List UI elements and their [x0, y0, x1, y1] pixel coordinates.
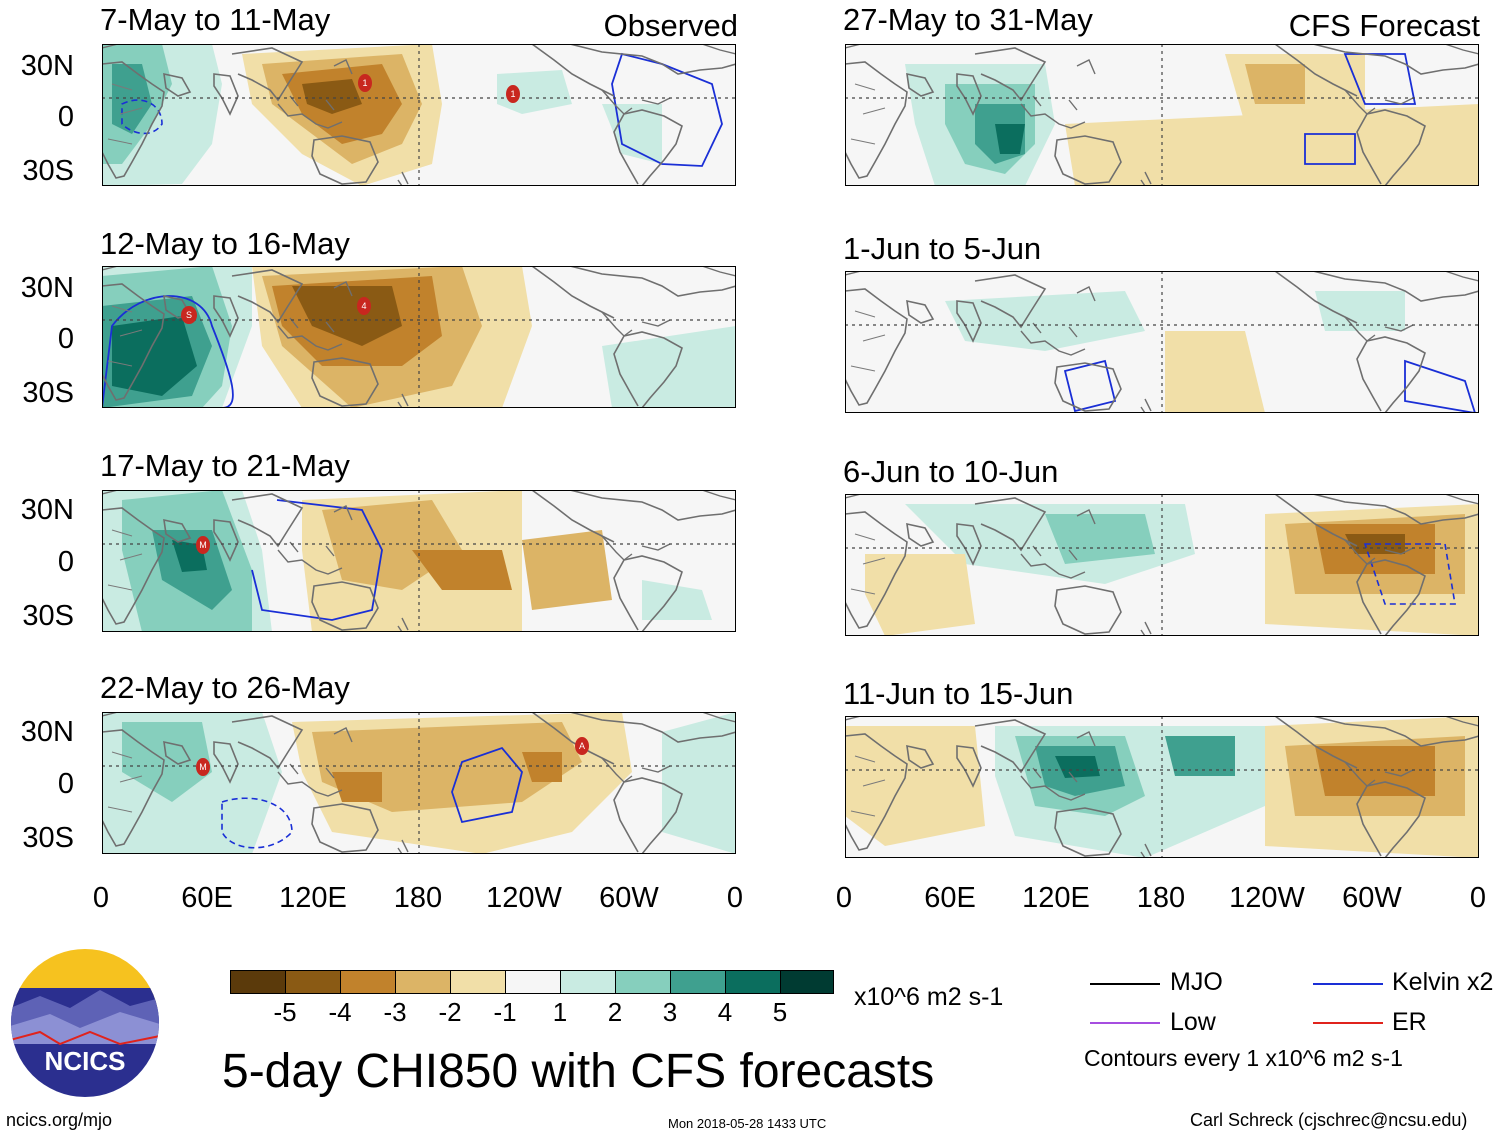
colorbar-cell: [506, 971, 561, 993]
colorbar-cell: [616, 971, 671, 993]
colorbar-cell: [671, 971, 726, 993]
ytick-eq: 0: [57, 768, 74, 800]
colorbar: [230, 970, 834, 994]
colorbar-tick: -3: [383, 997, 407, 1027]
contour-note: Contours every 1 x10^6 m2 s-1: [1084, 1045, 1403, 1071]
footer-author: Carl Schreck (cjschrec@ncsu.edu): [1190, 1110, 1468, 1130]
colorbar-tick: -4: [328, 997, 352, 1027]
legend-label-kelvin: Kelvin x2: [1392, 968, 1494, 996]
colorbar-tick: 1: [552, 997, 568, 1027]
xtick-left-60e: 60E: [181, 882, 233, 914]
map-panel-obs-3: [102, 490, 736, 632]
map-panel-fc-1: [845, 44, 1479, 186]
ncics-logo: NCICS: [11, 949, 159, 1097]
colorbar-cell: [561, 971, 616, 993]
colorbar-cell: [726, 971, 781, 993]
storm-marker: 1: [506, 85, 520, 103]
ytick-30s: 30S: [22, 600, 74, 632]
storm-marker: A: [575, 737, 589, 755]
colorbar-tick: 5: [772, 997, 788, 1027]
ytick-eq: 0: [57, 546, 74, 578]
panel-title-fc-3: 6-Jun to 10-Jun: [843, 454, 1059, 489]
colorbar-cell: [781, 971, 833, 993]
colorbar-tick: 2: [607, 997, 623, 1027]
footer-timestamp: Mon 2018-05-28 1433 UTC: [668, 1116, 827, 1131]
xtick-left-0: 0: [92, 882, 110, 914]
map-panel-obs-4: [102, 712, 736, 854]
footer-url: ncics.org/mjo: [6, 1110, 113, 1130]
panel-title-obs-3: 17-May to 21-May: [100, 448, 350, 483]
legend-line-mjo: [1090, 983, 1160, 985]
ytick-30s: 30S: [22, 155, 74, 187]
colorbar-tick: -5: [273, 997, 297, 1027]
xtick-right-180: 180: [1136, 882, 1186, 914]
ytick-30n: 30N: [20, 50, 74, 82]
ytick-30n: 30N: [20, 272, 74, 304]
xtick-left-120e: 120E: [279, 882, 347, 914]
legend-line-low: [1090, 1022, 1160, 1024]
legend-label-mjo: MJO: [1170, 968, 1223, 996]
storm-marker: 4: [357, 297, 371, 315]
storm-marker: M: [196, 536, 210, 554]
main-title: 5-day CHI850 with CFS forecasts: [222, 1045, 935, 1098]
xtick-right-60w: 60W: [1342, 882, 1402, 914]
xtick-right-60e: 60E: [924, 882, 976, 914]
colorbar-units: x10^6 m2 s-1: [854, 983, 1004, 1011]
map-panel-fc-3: [845, 494, 1479, 636]
ytick-eq: 0: [57, 101, 74, 133]
colorbar-cell: [451, 971, 506, 993]
colorbar-tick: -2: [438, 997, 462, 1027]
legend-label-low: Low: [1170, 1008, 1216, 1036]
xtick-right-120e: 120E: [1022, 882, 1090, 914]
colorbar-tick: 4: [717, 997, 733, 1027]
panel-title-obs-4: 22-May to 26-May: [100, 670, 350, 705]
panel-title-obs-1: 7-May to 11-May: [100, 2, 331, 37]
xtick-right-120w: 120W: [1229, 882, 1305, 914]
xtick-left-360: 0: [726, 882, 744, 914]
xtick-left-180: 180: [393, 882, 443, 914]
map-panel-obs-1: [102, 44, 736, 186]
ytick-30s: 30S: [22, 822, 74, 854]
map-panel-fc-2: [845, 271, 1479, 413]
map-panel-obs-2: [102, 266, 736, 408]
colorbar-cell: [341, 971, 396, 993]
observed-header: Observed: [603, 8, 738, 43]
storm-marker: M: [196, 758, 210, 776]
colorbar-tick: -1: [493, 997, 517, 1027]
ytick-30s: 30S: [22, 377, 74, 409]
legend-line-kelvin: [1313, 983, 1383, 985]
panel-title-fc-4: 11-Jun to 15-Jun: [843, 676, 1074, 711]
panel-title-obs-2: 12-May to 16-May: [100, 226, 350, 261]
xtick-right-360: 0: [1469, 882, 1487, 914]
storm-marker: 1: [358, 74, 372, 92]
ytick-30n: 30N: [20, 494, 74, 526]
colorbar-tick: 3: [662, 997, 678, 1027]
xtick-left-60w: 60W: [599, 882, 659, 914]
colorbar-cell: [231, 971, 286, 993]
ytick-eq: 0: [57, 323, 74, 355]
map-panel-fc-4: [845, 716, 1479, 858]
colorbar-cell: [396, 971, 451, 993]
colorbar-cell: [286, 971, 341, 993]
logo-text: NCICS: [45, 1046, 126, 1076]
legend-label-er: ER: [1392, 1008, 1427, 1036]
panel-title-fc-2: 1-Jun to 5-Jun: [843, 231, 1042, 266]
forecast-header: CFS Forecast: [1288, 8, 1480, 43]
ytick-30n: 30N: [20, 716, 74, 748]
storm-marker: S: [181, 306, 197, 324]
legend-line-er: [1313, 1022, 1383, 1024]
xtick-right-0: 0: [835, 882, 853, 914]
xtick-left-120w: 120W: [486, 882, 562, 914]
panel-title-fc-1: 27-May to 31-May: [843, 2, 1093, 37]
